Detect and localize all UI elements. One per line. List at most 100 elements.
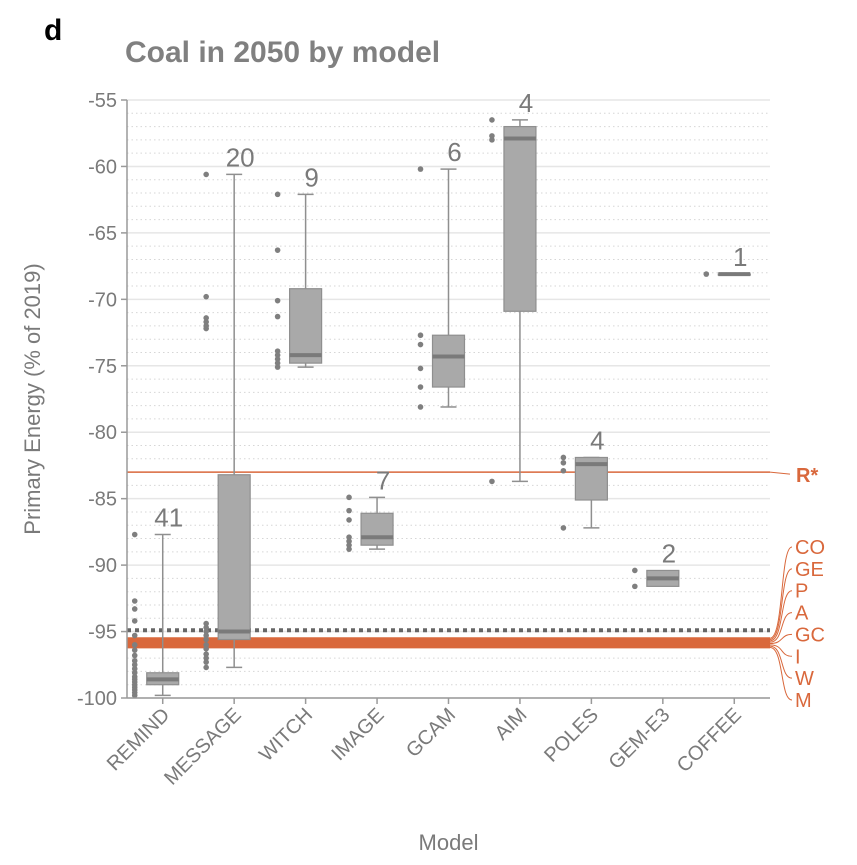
box — [431, 334, 466, 388]
x-tick-label: AIM — [491, 704, 532, 745]
data-point — [274, 364, 281, 370]
data-point — [346, 546, 352, 552]
data-point — [417, 365, 424, 372]
data-point — [203, 315, 209, 321]
x-tick-label: MESSAGE — [160, 704, 246, 790]
reference-label: P — [795, 581, 808, 603]
data-point — [203, 659, 209, 665]
data-point — [274, 191, 281, 198]
x-tick-label: IMAGE — [327, 704, 388, 765]
y-tick-label: -95 — [88, 622, 117, 644]
y-tick-label: -85 — [88, 489, 117, 511]
reference-label: CO — [795, 537, 825, 559]
data-point — [489, 117, 495, 123]
data-point — [131, 692, 138, 699]
count-label: 9 — [304, 162, 318, 192]
x-axis-title: Model — [419, 830, 479, 855]
data-point — [274, 313, 281, 320]
count-label: 2 — [662, 538, 676, 568]
axes: -55 -60 -65 -70 -75 -80 -85 -90 -95 -100REMINDMES… — [77, 90, 770, 789]
data-point — [417, 341, 424, 348]
data-point — [274, 356, 281, 362]
reference-label-connector — [769, 590, 793, 642]
boxplot-message: 20 — [203, 142, 255, 671]
reference-label-connector — [769, 645, 793, 679]
data-point — [203, 171, 209, 178]
data-point — [131, 642, 138, 648]
x-tick-label: REMIND — [103, 704, 174, 775]
boxplot-gem-e3: 2 — [632, 538, 680, 590]
reference-label: M — [795, 690, 812, 712]
boxplot-aim: 4 — [489, 88, 537, 485]
data-point — [632, 567, 638, 574]
data-point — [417, 332, 424, 339]
data-point — [203, 651, 209, 657]
reference-label-connector — [769, 647, 793, 701]
data-point — [274, 360, 281, 366]
data-point — [560, 525, 567, 531]
data-point — [203, 646, 209, 652]
data-point — [203, 293, 209, 300]
data-point — [203, 620, 209, 627]
boxplot-gcam: 6 — [417, 137, 466, 410]
boxplot-coffee: 1 — [703, 242, 751, 277]
data-point — [131, 669, 138, 676]
data-point — [203, 642, 209, 648]
y-tick-label: -100 — [77, 688, 117, 710]
y-tick-label: -75 — [88, 356, 117, 378]
count-label: 4 — [590, 425, 604, 455]
x-tick-label: POLES — [540, 704, 603, 767]
boxplot-image: 7 — [346, 465, 394, 552]
data-point — [203, 325, 209, 332]
data-point — [203, 655, 209, 661]
data-point — [131, 661, 138, 668]
data-point — [131, 606, 138, 612]
count-label: 6 — [447, 137, 461, 167]
y-tick-label: -80 — [88, 422, 117, 444]
data-point — [274, 348, 281, 354]
data-point — [131, 665, 138, 672]
reference-label: I — [795, 646, 801, 668]
reference-label-connector — [769, 644, 793, 657]
boxplot-witch: 9 — [274, 162, 323, 370]
boxplot-remind: 41 — [131, 503, 183, 699]
data-point — [346, 517, 352, 523]
reference-label-connector — [769, 612, 793, 643]
data-point — [560, 459, 567, 466]
x-tick-label: WITCH — [255, 704, 317, 766]
data-point — [346, 542, 352, 548]
reference-label-connector — [769, 633, 793, 645]
data-point — [560, 467, 567, 474]
data-point — [346, 494, 352, 501]
data-point — [346, 507, 352, 514]
count-label: 4 — [519, 88, 533, 118]
data-point — [274, 247, 281, 253]
box — [360, 512, 394, 546]
x-tick-label: COFFEE — [673, 704, 746, 777]
count-label: 20 — [226, 142, 255, 172]
panel-letter: d — [44, 14, 62, 47]
reference-label: A — [795, 603, 809, 625]
data-point — [632, 583, 638, 590]
data-point — [131, 618, 138, 624]
count-label: 7 — [376, 465, 390, 495]
data-point — [417, 166, 424, 172]
count-label: 1 — [733, 242, 747, 272]
data-point — [274, 297, 281, 304]
data-point — [131, 632, 138, 639]
box — [217, 474, 251, 641]
count-label: 41 — [154, 503, 183, 533]
reference-label-connector — [769, 546, 793, 639]
box — [289, 288, 323, 364]
data-point — [274, 352, 281, 358]
reference-label: GE — [795, 559, 824, 581]
data-point — [417, 404, 424, 410]
y-tick-label: -55 — [88, 90, 117, 112]
data-point — [203, 628, 209, 635]
data-point — [346, 538, 352, 544]
data-point — [131, 598, 138, 604]
boxplots: 41 20 9 7 6 4 4 2 1 — [131, 88, 751, 699]
data-point — [489, 478, 495, 485]
